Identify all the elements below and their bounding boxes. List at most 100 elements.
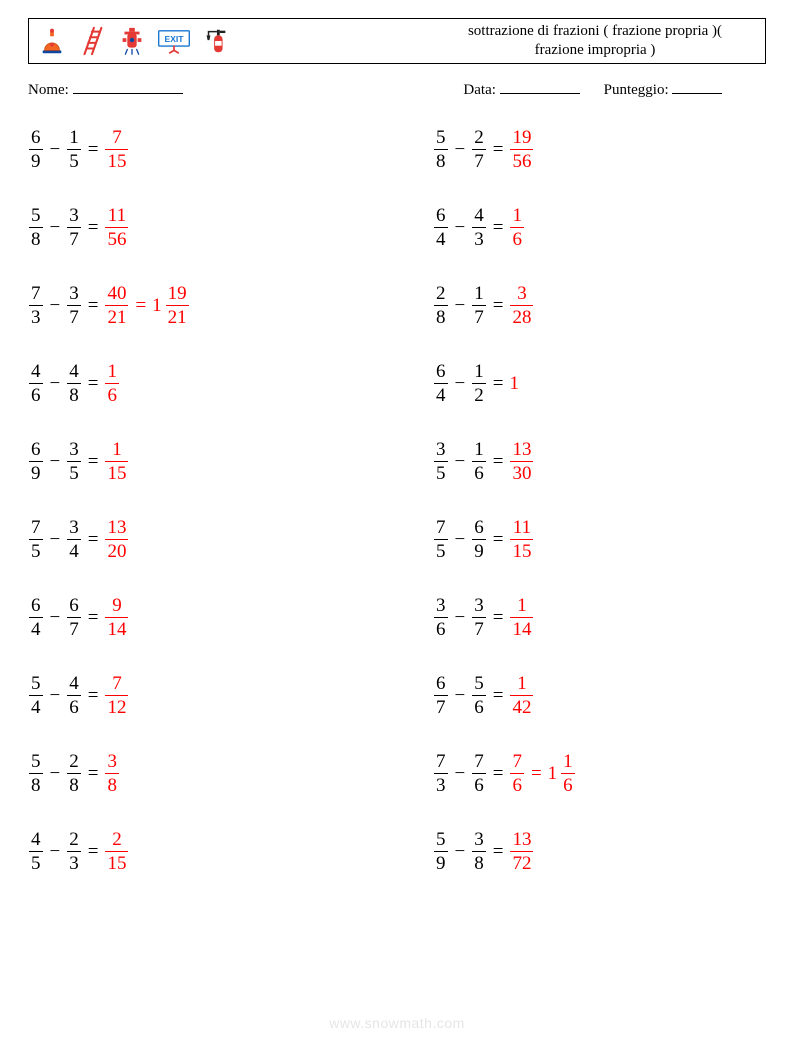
problem-row: 69−15=715 xyxy=(28,127,397,171)
denominator: 9 xyxy=(29,149,43,171)
numerator: 1 xyxy=(472,440,486,461)
fraction: 142 xyxy=(510,674,533,717)
denominator: 6 xyxy=(105,383,119,405)
numerator: 2 xyxy=(110,830,124,851)
denominator: 6 xyxy=(67,695,81,717)
equals-sign: = xyxy=(493,218,504,237)
numerator: 7 xyxy=(110,128,124,149)
denominator: 7 xyxy=(67,227,81,249)
answer: 215 xyxy=(104,830,129,873)
numerator: 13 xyxy=(510,830,533,851)
name-label: Nome: xyxy=(28,82,69,98)
fraction: 43 xyxy=(472,206,486,249)
answer: 16 xyxy=(104,362,120,405)
denominator: 72 xyxy=(510,851,533,873)
minus-sign: − xyxy=(50,842,61,861)
fraction: 1372 xyxy=(510,830,533,873)
denominator: 7 xyxy=(67,305,81,327)
numerator: 3 xyxy=(472,596,486,617)
denominator: 6 xyxy=(510,773,524,795)
fraction: 73 xyxy=(434,752,448,795)
answer: 1330 xyxy=(509,440,534,483)
fraction: 16 xyxy=(510,206,524,249)
fraction: 27 xyxy=(472,128,486,171)
denominator: 5 xyxy=(434,461,448,483)
answer: 1 xyxy=(509,374,519,393)
numerator: 6 xyxy=(434,362,448,383)
numerator: 7 xyxy=(29,518,43,539)
fraction: 69 xyxy=(29,128,43,171)
fraction: 1956 xyxy=(510,128,533,171)
fraction: 12 xyxy=(472,362,486,405)
numerator: 1 xyxy=(515,674,529,695)
problem-row: 59−38=1372 xyxy=(433,829,766,873)
equals-sign: = xyxy=(88,296,99,315)
numerator: 7 xyxy=(110,674,124,695)
denominator: 4 xyxy=(29,617,43,639)
problem-row: 45−23=215 xyxy=(28,829,397,873)
problem-row: 64−67=914 xyxy=(28,595,397,639)
denominator: 3 xyxy=(29,305,43,327)
header-icons: EXIT xyxy=(37,26,433,56)
denominator: 8 xyxy=(434,305,448,327)
numerator: 3 xyxy=(67,206,81,227)
denominator: 5 xyxy=(67,149,81,171)
equals-sign: = xyxy=(88,608,99,627)
answer: 914 xyxy=(104,596,129,639)
fraction: 37 xyxy=(67,206,81,249)
fraction: 76 xyxy=(472,752,486,795)
denominator: 6 xyxy=(561,773,575,795)
fraction: 46 xyxy=(29,362,43,405)
answer: 715 xyxy=(104,128,129,171)
problem-row: 75−34=1320 xyxy=(28,517,397,561)
denominator: 5 xyxy=(29,851,43,873)
numerator: 1 xyxy=(561,752,575,773)
fraction: 73 xyxy=(29,284,43,327)
minus-sign: − xyxy=(455,764,466,783)
header-box: EXIT sottrazione di frazioni ( frazione … xyxy=(28,18,766,64)
minus-sign: − xyxy=(455,140,466,159)
denominator: 21 xyxy=(166,305,189,327)
equals-sign: = xyxy=(493,842,504,861)
denominator: 3 xyxy=(472,227,486,249)
numerator: 11 xyxy=(106,206,128,227)
fraction: 35 xyxy=(434,440,448,483)
problem-row: 46−48=16 xyxy=(28,361,397,405)
date-field: Data: xyxy=(463,80,579,99)
denominator: 6 xyxy=(472,461,486,483)
denominator: 8 xyxy=(29,773,43,795)
fraction: 56 xyxy=(472,674,486,717)
denominator: 15 xyxy=(105,149,128,171)
numerator: 19 xyxy=(166,284,189,305)
info-row: Nome: Data: Punteggio: xyxy=(28,80,766,99)
numerator: 6 xyxy=(29,128,43,149)
fraction: 58 xyxy=(434,128,448,171)
answer: 1156 xyxy=(104,206,129,249)
fraction: 23 xyxy=(67,830,81,873)
fraction: 67 xyxy=(434,674,448,717)
denominator: 3 xyxy=(67,851,81,873)
denominator: 7 xyxy=(67,617,81,639)
problem-row: 28−17=328 xyxy=(433,283,766,327)
numerator: 4 xyxy=(472,206,486,227)
fraction: 58 xyxy=(29,206,43,249)
numerator: 6 xyxy=(434,674,448,695)
alarm-bell-icon xyxy=(37,26,67,56)
fraction: 328 xyxy=(510,284,533,327)
numerator: 2 xyxy=(67,752,81,773)
equals-sign: = xyxy=(88,530,99,549)
exit-sign-icon: EXIT xyxy=(157,26,191,56)
fraction: 115 xyxy=(105,440,128,483)
numerator: 5 xyxy=(472,674,486,695)
numerator: 1 xyxy=(472,284,486,305)
whole-part: 1 xyxy=(548,764,558,783)
numerator: 7 xyxy=(472,752,486,773)
fraction: 64 xyxy=(29,596,43,639)
denominator: 4 xyxy=(29,695,43,717)
minus-sign: − xyxy=(50,140,61,159)
fraction: 28 xyxy=(434,284,448,327)
minus-sign: − xyxy=(50,452,61,471)
numerator: 6 xyxy=(67,596,81,617)
numerator: 5 xyxy=(434,830,448,851)
name-blank xyxy=(73,80,183,94)
